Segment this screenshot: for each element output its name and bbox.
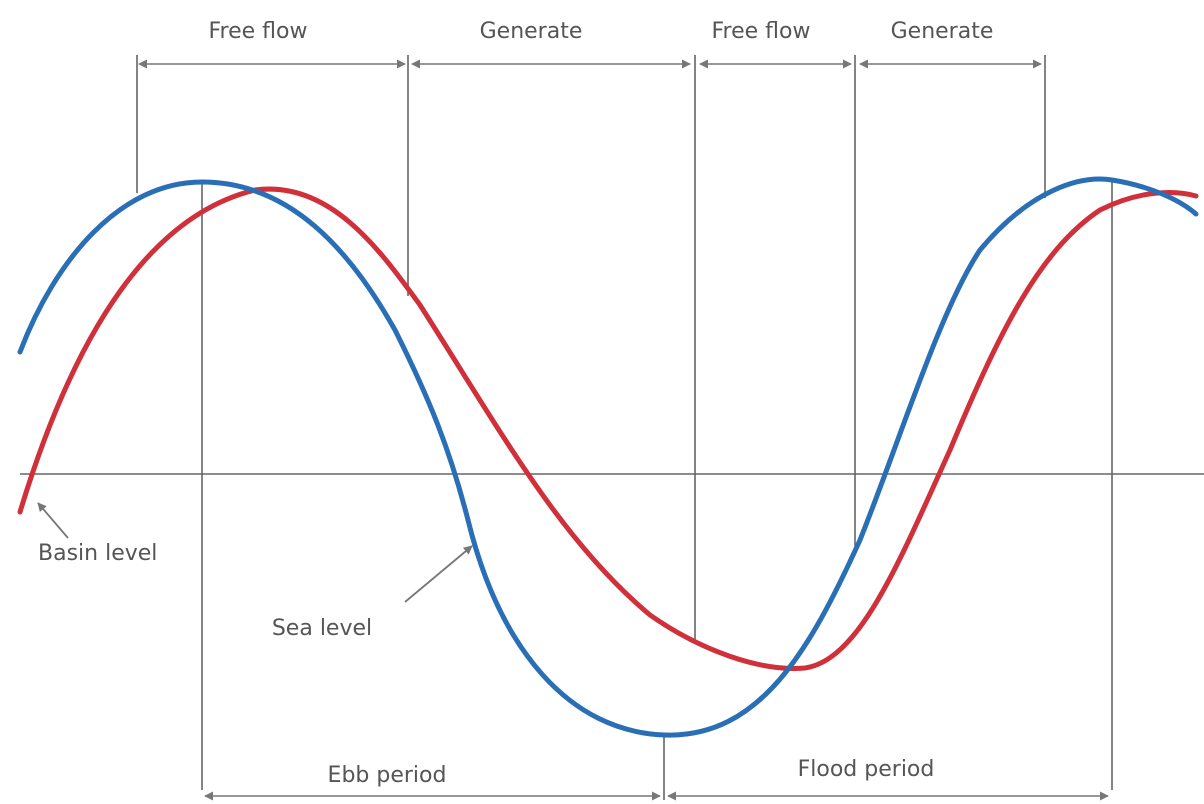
basin-level-curve — [17, 186, 1199, 671]
basin-level-pointer — [37, 502, 69, 539]
free-flow-1-label: Free flow — [209, 19, 308, 44]
sea-level-pointer — [404, 545, 473, 603]
ebb-period-label: Ebb period — [328, 763, 447, 788]
generate-1-label: Generate — [480, 19, 583, 44]
flood-period-label: Flood period — [798, 757, 935, 782]
generate-2-label: Generate — [891, 19, 994, 44]
sea-level-curve — [17, 176, 1199, 738]
basin-level-label: Basin level — [38, 541, 157, 566]
sea-level-label: Sea level — [272, 616, 372, 641]
free-flow-2-label: Free flow — [712, 19, 811, 44]
